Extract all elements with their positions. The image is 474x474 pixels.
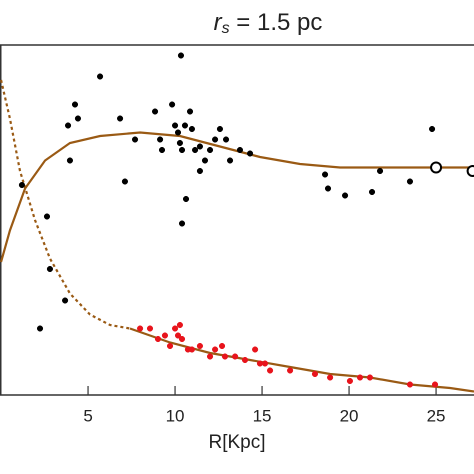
point <box>366 374 373 381</box>
point <box>18 181 25 189</box>
point <box>174 332 182 339</box>
point <box>311 370 319 378</box>
point <box>36 325 44 332</box>
point <box>201 157 209 164</box>
point <box>342 192 349 199</box>
x-tick-label: 25 <box>427 406 446 425</box>
title-text: = 1.5 pc <box>230 9 323 36</box>
point <box>247 150 254 157</box>
point <box>256 360 264 367</box>
point <box>154 335 162 343</box>
point <box>174 129 182 136</box>
point <box>169 101 176 108</box>
point <box>121 178 128 185</box>
point <box>267 367 274 374</box>
open-point <box>430 161 443 174</box>
point <box>212 346 219 353</box>
point <box>62 297 69 304</box>
x-tick-label: 15 <box>253 406 272 425</box>
point <box>226 157 234 164</box>
x-tick-label: 10 <box>166 406 185 425</box>
title-subscript: s <box>222 20 230 37</box>
point <box>181 122 189 129</box>
point <box>166 342 174 350</box>
point <box>186 108 194 115</box>
point <box>64 122 72 129</box>
point <box>196 342 203 350</box>
point <box>327 374 334 381</box>
point <box>74 115 82 122</box>
point <box>172 122 179 129</box>
point <box>178 335 186 343</box>
chart-title: rs = 1.5 pc <box>214 9 323 37</box>
point <box>287 367 294 374</box>
point <box>66 157 74 164</box>
point <box>176 139 183 147</box>
point <box>212 136 219 143</box>
point <box>71 101 79 108</box>
point <box>137 325 144 332</box>
point <box>206 146 214 154</box>
x-axis-label: R[Kpc] <box>208 432 265 453</box>
point <box>158 146 166 154</box>
point <box>182 195 190 203</box>
point <box>206 353 214 360</box>
point <box>241 356 249 364</box>
point <box>192 146 199 154</box>
point <box>252 346 259 353</box>
point <box>188 125 195 133</box>
point <box>131 136 139 143</box>
point <box>188 346 195 353</box>
point <box>376 167 384 175</box>
point <box>324 185 332 192</box>
curve <box>0 131 474 263</box>
point <box>176 321 183 329</box>
point <box>406 381 414 388</box>
point <box>177 52 185 59</box>
point <box>97 73 104 80</box>
point <box>218 342 226 350</box>
point <box>221 353 229 360</box>
plot-frame <box>0 44 474 396</box>
point <box>236 146 244 154</box>
title-symbol: r <box>214 9 223 36</box>
point <box>43 213 51 220</box>
point <box>261 360 269 367</box>
point <box>232 353 239 360</box>
point <box>196 143 203 150</box>
point <box>146 325 154 332</box>
point <box>216 125 223 133</box>
point <box>161 332 169 339</box>
open-point <box>466 165 474 177</box>
point <box>346 377 353 385</box>
x-tick-label: 5 <box>83 406 92 425</box>
point <box>157 136 164 143</box>
point <box>178 146 186 154</box>
point <box>429 125 436 133</box>
point <box>172 325 179 332</box>
point <box>117 115 124 122</box>
point <box>196 167 203 175</box>
x-tick-label: 20 <box>340 406 359 425</box>
point <box>46 265 53 273</box>
point <box>151 108 159 115</box>
point <box>406 178 414 185</box>
point <box>431 381 439 388</box>
point <box>356 374 364 381</box>
point <box>222 136 230 143</box>
point <box>321 171 329 178</box>
point <box>368 188 376 196</box>
point <box>178 220 186 227</box>
